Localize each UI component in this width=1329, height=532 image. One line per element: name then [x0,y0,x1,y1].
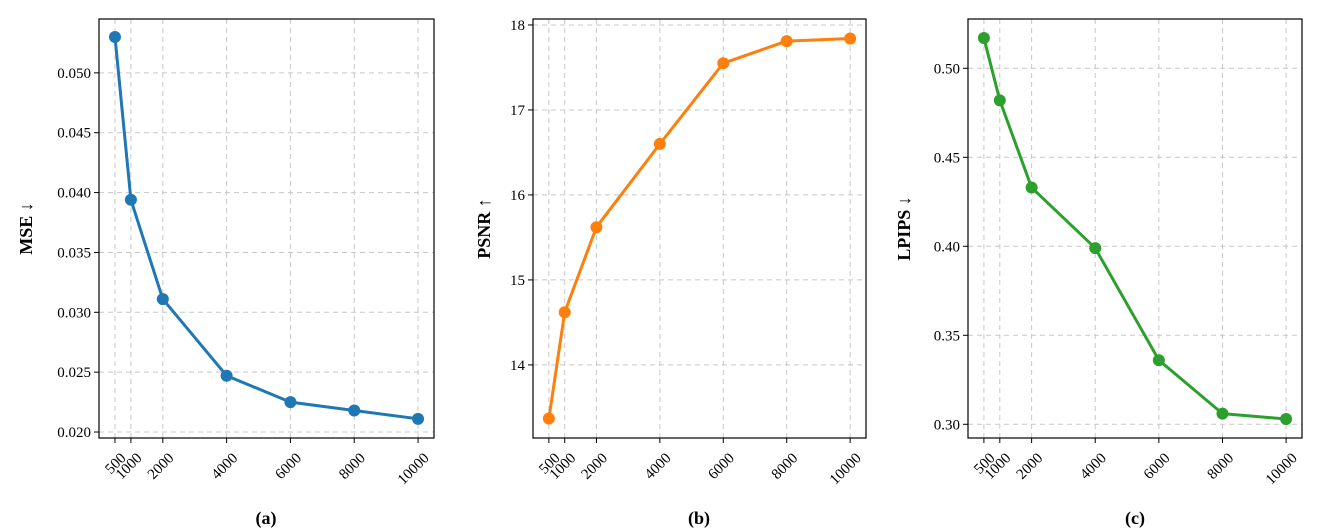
data-point [542,412,555,425]
series-line [113,36,419,421]
panel-caption: (c) [1125,508,1145,529]
x-tick-label: 8000 [1205,450,1238,483]
y-tick-label: 14 [510,358,526,374]
y-tick-label: 0.50 [934,61,960,77]
data-point [156,293,169,306]
data-point [1216,407,1229,420]
x-tick-label: 4000 [1077,450,1110,483]
data-point [108,30,121,43]
data-point [1152,354,1165,367]
data-point [1089,242,1102,255]
y-tick-label: 0.025 [57,365,91,381]
y-axis-label: MSE ↓ [16,202,36,255]
series-line [982,37,1287,421]
x-tick-label: 8000 [769,450,802,483]
x-tick-label: 2000 [579,450,612,483]
plot-frame [98,18,435,439]
x-tick-label: 10000 [1263,450,1301,488]
panel-caption: (b) [688,508,710,529]
y-tick-label: 0.035 [57,245,91,261]
data-point [590,221,603,234]
x-tick-label: 10000 [395,450,433,488]
data-point [844,32,857,45]
data-point [124,193,137,206]
data-point [717,57,730,70]
x-tick-label: 8000 [336,450,369,483]
data-point [653,137,666,150]
x-tick-label: 4000 [642,450,675,483]
data-point [1025,181,1038,194]
data-point [993,94,1006,107]
x-tick-label: 6000 [1141,450,1174,483]
y-tick-label: 0.30 [934,417,960,433]
y-tick-label: 0.45 [934,150,960,166]
data-point [977,32,990,45]
x-tick-label: 4000 [209,450,242,483]
x-tick-label: 6000 [273,450,306,483]
data-point [1280,412,1293,425]
y-tick-label: 0.050 [57,66,91,82]
data-point [220,369,233,382]
y-tick-label: 16 [510,188,526,204]
data-point [412,412,425,425]
panel-caption: (a) [256,508,277,529]
plot-frame [967,18,1303,439]
y-tick-label: 0.030 [57,305,91,321]
y-tick-label: 0.040 [57,186,91,202]
y-tick-label: 0.35 [934,328,960,344]
x-tick-label: 2000 [1014,450,1047,483]
plot-frame [532,18,867,439]
y-tick-label: 0.020 [57,425,91,441]
x-tick-label: 2000 [145,450,178,483]
data-point [284,396,297,409]
y-axis-label: LPIPS ↓ [894,196,914,261]
y-tick-label: 0.045 [57,126,91,142]
y-tick-label: 18 [510,18,525,34]
x-tick-label: 6000 [705,450,738,483]
y-tick-label: 15 [510,273,525,289]
data-point [780,35,793,48]
x-tick-label: 10000 [827,450,865,488]
y-axis-label: PSNR ↑ [474,198,494,259]
chart-panel-1: 0.0200.0250.0300.0350.0400.0450.05050010… [16,18,435,529]
y-tick-label: 0.40 [934,239,960,255]
data-point [558,306,571,319]
y-tick-label: 17 [510,103,526,119]
data-point [348,404,361,417]
